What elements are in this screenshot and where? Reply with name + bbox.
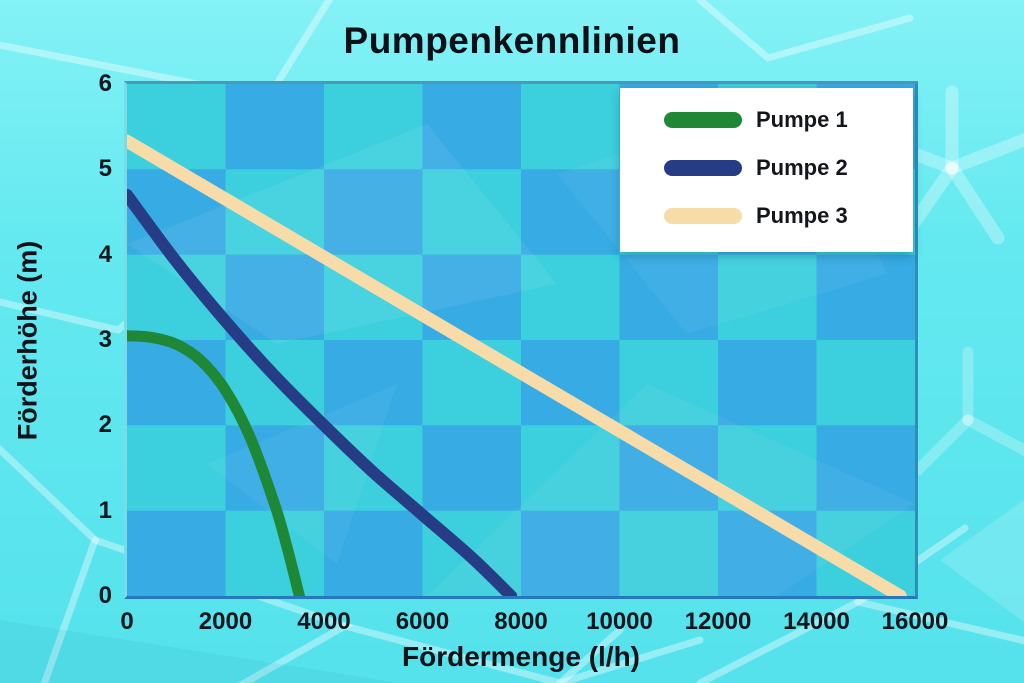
legend-item: Pumpe 1 [664,96,913,144]
checker-cell [422,425,522,512]
checker-cell [324,84,423,170]
x-axis-title: Fördermenge (l/h) [401,641,640,672]
checker-cell [816,340,915,426]
light-facet [940,500,1024,622]
curve-pumpe-3 [127,134,907,596]
x-tick-label: 16000 [881,608,949,635]
checker-cell [619,340,719,426]
x-tick-label: 0 [120,608,134,635]
checker-cell [127,425,226,512]
checker-cell [225,84,325,170]
checker-cell [816,254,915,341]
plot-glass-facet [127,124,557,344]
y-tick-label: 0 [98,582,112,609]
checker-cell [324,340,423,426]
checker-cell [521,169,620,256]
legend-item-label: Pumpe 1 [756,107,848,132]
checker-cell [225,510,325,596]
y-axis-title: Förderhöhe (m) [12,240,43,441]
x-tick-label: 8000 [494,608,548,635]
x-tick-label: 12000 [684,608,752,635]
checker-cell [619,510,719,596]
legend-item: Pumpe 2 [664,144,913,192]
legend-item-label: Pumpe 3 [756,203,848,228]
x-tick-label: 4000 [297,608,351,635]
checker-cell [718,340,817,426]
legend-swatch [664,160,742,176]
checker-cell [127,510,226,596]
y-tick-label: 4 [98,240,112,268]
checker-cell [422,84,522,170]
y-tick-label: 5 [98,155,112,183]
x-tick-label: 14000 [783,608,850,635]
checker-cell [521,510,620,596]
plot-glass-facet [207,384,397,564]
checker-cell [225,254,325,341]
checker-cell [816,425,915,512]
x-tick-label: 10000 [586,608,653,635]
plot-glass-facet [427,384,915,596]
legend-swatch [664,208,742,224]
y-tick-label: 3 [98,326,112,353]
checker-cell [127,340,226,426]
checker-cell [422,169,522,256]
legend: Pumpe 1 Pumpe 2 Pumpe 3 [620,88,913,252]
checker-cell [521,425,620,512]
chart-title: Pumpenkennlinien [343,20,681,61]
legend-swatch [664,112,742,128]
checker-cell [619,254,719,341]
y-tick-label: 1 [98,496,112,524]
x-tick-label: 6000 [395,608,450,635]
dark-facet [0,620,400,683]
curve-pumpe-1 [127,330,305,596]
x-tick-label: 2000 [198,608,253,635]
y-tick-label: 2 [98,411,112,439]
legend-item: Pumpe 3 [664,192,913,240]
checker-cell [324,510,423,596]
checker-cell [521,254,620,341]
curve-pumpe-2 [127,188,518,596]
checker-cell [521,84,620,170]
checker-cell [422,340,522,426]
legend-item-label: Pumpe 2 [756,155,848,180]
star-shape-lower [912,346,1024,476]
y-tick-label: 6 [98,70,112,97]
checker-cell [324,169,423,256]
checker-cell [718,254,817,341]
